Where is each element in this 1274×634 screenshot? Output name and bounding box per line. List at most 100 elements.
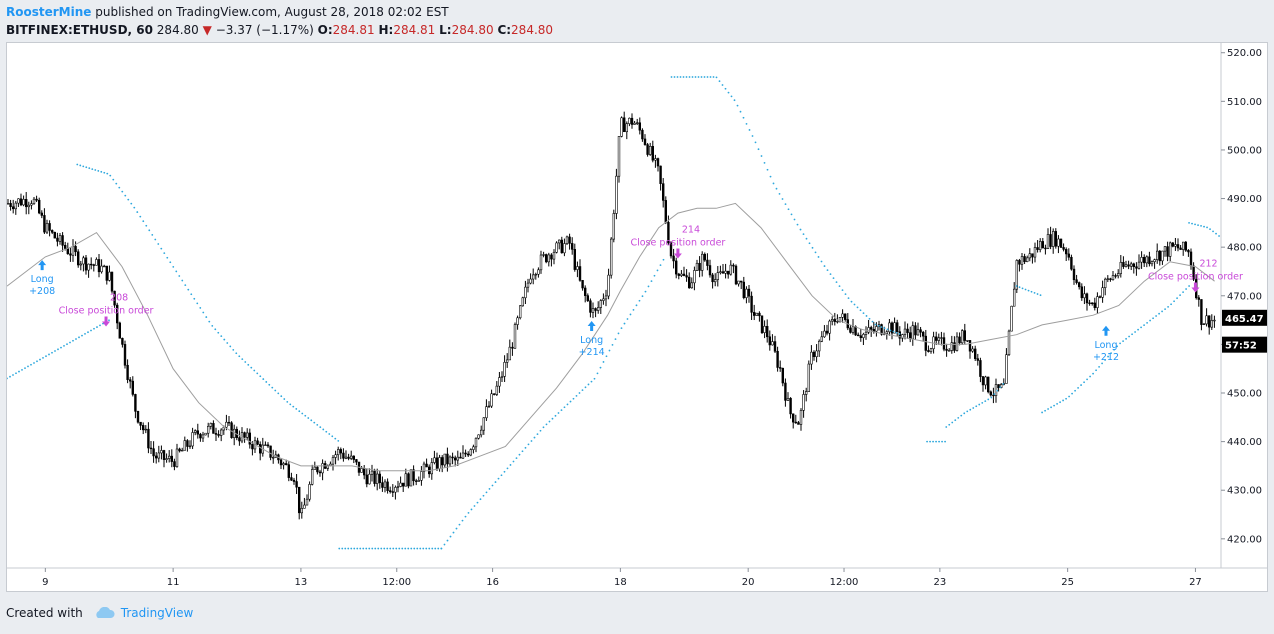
candle-body <box>963 330 967 341</box>
long-entry-arrow-icon <box>587 320 596 331</box>
sar-dot <box>1191 222 1193 225</box>
candle-body <box>1028 253 1032 259</box>
sar-dot <box>697 76 700 78</box>
candle-body <box>1096 296 1099 308</box>
tradingview-logo-icon[interactable] <box>93 607 115 619</box>
sar-dot <box>1119 342 1121 345</box>
sar-dot <box>1068 395 1070 398</box>
sar-dot <box>217 331 220 334</box>
sar-dot <box>993 393 996 396</box>
author-link[interactable]: RoosterMine <box>6 5 92 19</box>
candle-body <box>113 290 116 306</box>
sar-dot <box>1047 408 1049 410</box>
candle-body <box>1176 244 1180 249</box>
tradingview-link[interactable]: TradingView <box>120 606 194 620</box>
candle-body <box>646 144 649 155</box>
sar-dot <box>1134 331 1136 333</box>
candle-body <box>7 203 10 205</box>
candle-body <box>165 458 168 460</box>
sar-dot <box>877 325 880 327</box>
sar-dot <box>650 280 653 282</box>
candle-body <box>191 432 194 447</box>
sar-dot <box>325 430 328 433</box>
candle-body <box>784 382 787 401</box>
close-qty-label: 208 <box>110 293 128 304</box>
candle-body <box>422 463 426 472</box>
sar-dot <box>42 356 44 359</box>
sar-dot <box>1176 297 1178 300</box>
candle-body <box>539 254 543 271</box>
candle-body <box>786 398 790 401</box>
candle-body <box>708 265 712 276</box>
sar-dot <box>1203 225 1205 228</box>
candle-body <box>295 481 298 488</box>
sar-dot <box>929 440 931 443</box>
candle-body <box>615 175 618 214</box>
sar-dot <box>817 256 820 258</box>
candle-body <box>1205 315 1208 325</box>
candle-body <box>742 281 746 298</box>
sar-dot <box>458 523 461 526</box>
candle-body <box>979 360 982 377</box>
candle-body <box>968 340 972 352</box>
sar-dot <box>563 406 566 409</box>
candle-body <box>1156 250 1159 260</box>
sar-dot <box>838 285 841 288</box>
sar-dot <box>127 198 130 201</box>
candle-body <box>1145 256 1149 264</box>
sar-dot <box>262 378 265 380</box>
candle-body <box>329 463 332 466</box>
candle-body <box>1085 293 1089 304</box>
candle-body <box>1070 256 1073 270</box>
sar-dot <box>569 400 572 403</box>
sar-dot <box>473 505 476 507</box>
sar-dot <box>338 547 341 550</box>
x-tick-label: 20 <box>742 577 755 588</box>
candle-body <box>825 330 829 334</box>
candle-body <box>160 450 163 454</box>
sar-dot <box>118 186 121 189</box>
close-qty-label: 212 <box>1199 258 1217 269</box>
candle-body <box>279 459 283 466</box>
candle-body <box>695 262 699 271</box>
candle-body <box>355 459 358 463</box>
sar-dot <box>404 547 407 550</box>
candle-body <box>859 335 863 339</box>
candle-body <box>227 421 231 424</box>
sar-dot <box>54 350 56 352</box>
candle-body <box>300 508 303 514</box>
close-order-label: Close position order <box>1148 271 1243 282</box>
sar-dot <box>951 421 954 424</box>
candle-body <box>217 434 220 436</box>
candle-body <box>981 376 985 386</box>
candle-body <box>381 482 384 488</box>
high-label: H: <box>378 23 394 37</box>
sar-dot <box>1002 382 1005 385</box>
candle-body <box>1187 249 1190 253</box>
sar-dot <box>987 398 990 401</box>
candle-body <box>843 313 847 320</box>
candle-body <box>513 324 517 349</box>
chart-panel[interactable]: 420.00430.00440.00450.00460.00470.00480.… <box>6 42 1268 592</box>
candle-body <box>804 391 808 395</box>
sar-dot <box>79 164 82 167</box>
sar-dot <box>1110 352 1112 355</box>
close-order-label: Close position order <box>59 306 154 317</box>
sar-dot <box>1188 285 1190 287</box>
open-label: O: <box>317 23 333 37</box>
sar-dot <box>935 440 937 443</box>
sar-dot <box>256 372 259 375</box>
candle-body <box>362 468 366 476</box>
sar-dot <box>277 392 280 395</box>
sar-dot <box>112 178 115 181</box>
candle-body <box>173 461 176 467</box>
sar-dot <box>533 436 536 439</box>
price-chart[interactable]: 420.00430.00440.00450.00460.00470.00480.… <box>7 43 1267 591</box>
price-label-bg <box>1222 309 1267 326</box>
candle-body <box>628 117 631 124</box>
published-text: published on TradingView.com, August 28,… <box>95 5 449 19</box>
sar-dot <box>503 470 506 473</box>
candle-body <box>937 337 941 341</box>
sar-dot <box>362 547 365 550</box>
sar-dot <box>148 229 151 232</box>
